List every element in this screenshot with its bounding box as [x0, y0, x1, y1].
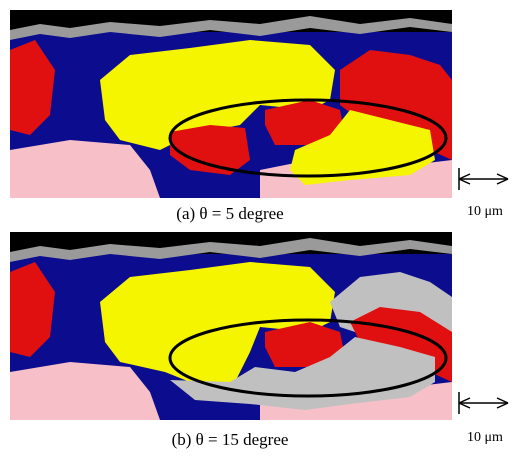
caption: (a) θ = 5 degree — [176, 204, 283, 223]
scale-bar — [458, 168, 509, 190]
caption: (b) θ = 15 degree — [172, 430, 289, 449]
scale-label: 10 μm — [467, 430, 503, 445]
grain-map-b — [10, 232, 452, 420]
grain-map-a — [10, 10, 452, 198]
scale-label: 10 μm — [467, 204, 503, 219]
scale-bar — [458, 392, 509, 414]
